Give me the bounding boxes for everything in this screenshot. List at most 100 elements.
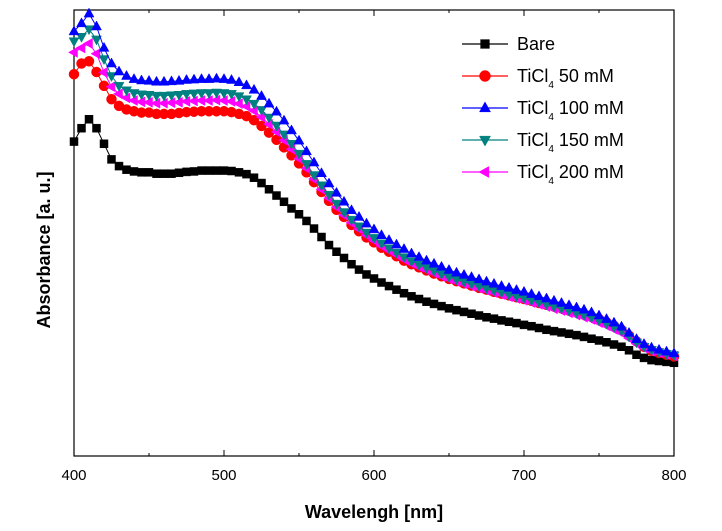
data-point — [121, 86, 132, 97]
data-point — [608, 316, 620, 327]
data-point — [76, 33, 87, 43]
data-point — [293, 134, 305, 145]
data-point — [181, 74, 192, 84]
data-point — [189, 167, 199, 176]
data-point — [82, 38, 93, 49]
data-point — [549, 326, 559, 336]
data-point — [437, 301, 446, 311]
data-point — [76, 17, 87, 28]
x-tick-label: 400 — [61, 467, 86, 484]
data-point — [84, 115, 94, 124]
legend: Bare TiCl4 50 mM TiCl4 100 mM TiCl4 150 mM T… — [462, 34, 624, 187]
data-point — [128, 89, 140, 99]
data-point — [77, 123, 86, 133]
x-tick-label: 700 — [511, 467, 536, 484]
data-point — [526, 288, 537, 298]
data-point — [369, 274, 379, 283]
data-point — [602, 338, 611, 347]
data-point — [443, 264, 455, 274]
data-point — [122, 165, 131, 174]
data-point — [143, 90, 155, 101]
data-point — [556, 297, 567, 307]
data-point — [519, 320, 529, 330]
data-point — [639, 353, 649, 363]
data-point — [98, 55, 110, 66]
data-point — [474, 311, 484, 320]
data-point — [294, 210, 304, 219]
data-point — [391, 238, 402, 249]
data-point — [473, 273, 485, 284]
data-point — [429, 299, 439, 309]
legend-label: Bare — [517, 34, 555, 54]
data-point — [406, 257, 417, 268]
data-point — [586, 306, 597, 317]
data-point — [542, 325, 551, 335]
legend-entry: Bare — [462, 34, 555, 54]
series-0 — [69, 115, 679, 368]
data-point — [278, 114, 290, 125]
data-point — [286, 124, 297, 135]
x-axis-title: Wavelengh [nm] — [305, 502, 443, 522]
y-axis-title: Absorbance [a. u.] — [34, 171, 54, 328]
data-point — [166, 75, 177, 86]
data-point — [377, 278, 386, 287]
data-point — [317, 232, 326, 242]
data-point — [578, 303, 590, 314]
data-point — [278, 130, 290, 141]
data-point — [488, 277, 500, 288]
data-point — [331, 186, 342, 197]
data-point — [406, 247, 417, 258]
data-point — [98, 41, 110, 52]
data-point — [384, 281, 394, 291]
data-point — [376, 229, 387, 239]
legend-label: TiCl4 150 mM — [517, 130, 624, 155]
data-point — [263, 113, 275, 124]
legend-label: TiCl4 100 mM — [517, 98, 624, 123]
data-point — [398, 243, 410, 253]
data-point — [67, 46, 78, 58]
data-point — [413, 251, 425, 261]
data-point — [467, 309, 476, 318]
data-point — [616, 320, 627, 331]
data-point — [136, 74, 147, 85]
data-point — [587, 334, 596, 343]
data-point — [105, 81, 116, 93]
data-point — [324, 240, 334, 250]
data-point — [286, 140, 297, 150]
data-point — [361, 217, 372, 228]
x-tick-label: 600 — [361, 467, 386, 484]
data-point — [594, 336, 604, 345]
data-point — [338, 208, 350, 219]
data-point — [661, 345, 672, 356]
data-point — [361, 228, 372, 239]
data-point — [83, 56, 95, 67]
data-point — [188, 89, 200, 100]
data-point — [407, 292, 416, 301]
data-point — [112, 88, 123, 100]
data-point — [481, 275, 492, 286]
data-point — [383, 234, 395, 244]
data-point — [444, 304, 454, 313]
data-point — [242, 169, 251, 179]
data-point — [609, 340, 619, 349]
data-point — [90, 48, 101, 60]
legend-marker — [480, 39, 490, 49]
data-point — [571, 301, 582, 312]
data-point — [188, 73, 200, 84]
data-point — [144, 168, 154, 177]
data-point — [392, 285, 401, 294]
data-point — [459, 307, 469, 317]
series-2 — [68, 7, 680, 358]
data-point — [503, 281, 515, 292]
legend-marker — [478, 166, 490, 178]
data-point — [106, 93, 117, 105]
data-point — [152, 169, 161, 178]
data-point — [309, 224, 319, 233]
data-point — [362, 270, 371, 279]
data-point — [624, 346, 634, 355]
data-point — [233, 76, 245, 87]
data-point — [203, 89, 215, 99]
data-point — [533, 290, 545, 301]
data-point — [256, 106, 267, 116]
